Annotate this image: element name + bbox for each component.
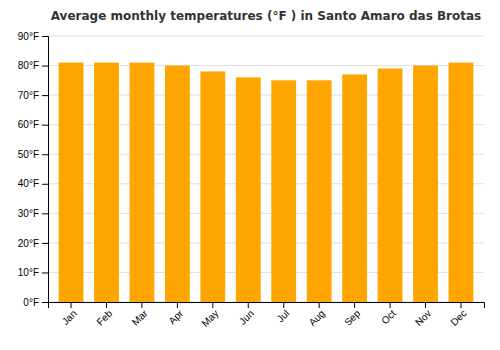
title: Average monthly temperatures (°F ) in Sa… [51, 9, 482, 23]
tick-mark [425, 302, 426, 308]
grid-line [48, 36, 484, 37]
tick: May [199, 302, 220, 329]
tick: Apr [166, 302, 185, 326]
axis-line [49, 303, 485, 309]
tick-mark [106, 302, 107, 308]
tick-mark [460, 302, 461, 308]
tick-mark [42, 272, 48, 273]
tick-mark [390, 302, 391, 308]
tick: 20°F [18, 238, 48, 249]
tick: 30°F [18, 208, 48, 219]
tick-label: 70°F [18, 90, 39, 101]
tick-label: Nov [413, 308, 433, 328]
tick: Nov [413, 302, 433, 328]
tick-mark [42, 95, 48, 96]
tick-label: Apr [166, 307, 185, 326]
axis-line [42, 37, 49, 303]
tick-mark [42, 154, 48, 155]
tick-mark [283, 302, 284, 308]
tick-label: Dec [448, 308, 468, 328]
tick: 0°F [23, 297, 48, 308]
bar [342, 74, 367, 302]
tick-label: 90°F [18, 31, 39, 42]
tick-label: May [199, 308, 220, 329]
bar [94, 63, 119, 302]
tick-label: Jul [275, 308, 292, 325]
tick: Jun [237, 302, 256, 327]
tick: Oct [379, 302, 398, 326]
chart: 0°F 10°F 20°F 30°F 40°F 50°F 60°F 70°F 80°F 90°F J… [0, 0, 500, 350]
bar [378, 69, 403, 302]
grid [48, 36, 484, 302]
tick-mark [177, 302, 178, 308]
tick: 80°F [18, 60, 48, 71]
tick: 40°F [18, 178, 48, 189]
tick: 10°F [18, 267, 48, 278]
tick-label: Feb [94, 307, 114, 327]
tick-label: Sep [342, 307, 363, 328]
tick: 60°F [18, 119, 48, 130]
tick-mark [42, 213, 48, 214]
tick: Dec [448, 302, 468, 328]
tick-mark [42, 66, 48, 67]
bar [307, 80, 332, 302]
tick-label: Aug [307, 308, 327, 328]
x-axis: Jan Feb Mar Apr May Jun Jul Aug Sep Oct Nov Dec [49, 302, 485, 329]
tick: 90°F [18, 31, 48, 42]
bar [413, 66, 438, 302]
bar [271, 80, 296, 302]
bar [449, 63, 474, 302]
tick-label: 10°F [18, 267, 39, 278]
tick-label: 50°F [18, 149, 39, 160]
tick-mark [42, 125, 48, 126]
tick-mark [42, 302, 48, 303]
y-axis: 0°F 10°F 20°F 30°F 40°F 50°F 60°F 70°F 80°F 90°F [18, 31, 49, 308]
tick-mark [248, 302, 249, 308]
bar [165, 66, 190, 302]
tick-mark [212, 302, 213, 308]
tick: Sep [342, 302, 363, 328]
tick-label: 0°F [23, 297, 39, 308]
tick: Aug [307, 302, 327, 328]
tick-label: Oct [379, 308, 398, 327]
tick-mark [42, 184, 48, 185]
tick-label: Jan [60, 308, 79, 327]
tick-mark [354, 302, 355, 308]
bar [200, 71, 225, 302]
tick: 50°F [18, 149, 48, 160]
tick: Mar [130, 302, 150, 328]
bar [59, 63, 84, 302]
tick-mark [319, 302, 320, 308]
tick: Jul [275, 302, 292, 324]
tick: Jan [60, 302, 79, 327]
tick-label: Jun [237, 308, 256, 327]
bar [130, 63, 155, 302]
tick-label: 40°F [18, 178, 39, 189]
tick-mark [42, 36, 48, 37]
tick-mark [42, 243, 48, 244]
tick-label: 60°F [18, 119, 39, 130]
tick-label: 80°F [18, 60, 39, 71]
tick: 70°F [18, 90, 48, 101]
tick: Feb [94, 302, 114, 328]
bar [236, 77, 261, 302]
tick-mark [71, 302, 72, 308]
bars [59, 63, 474, 302]
tick-mark [141, 302, 142, 308]
tick-label: 20°F [18, 238, 39, 249]
tick-label: Mar [130, 307, 150, 327]
tick-label: 30°F [18, 208, 39, 219]
